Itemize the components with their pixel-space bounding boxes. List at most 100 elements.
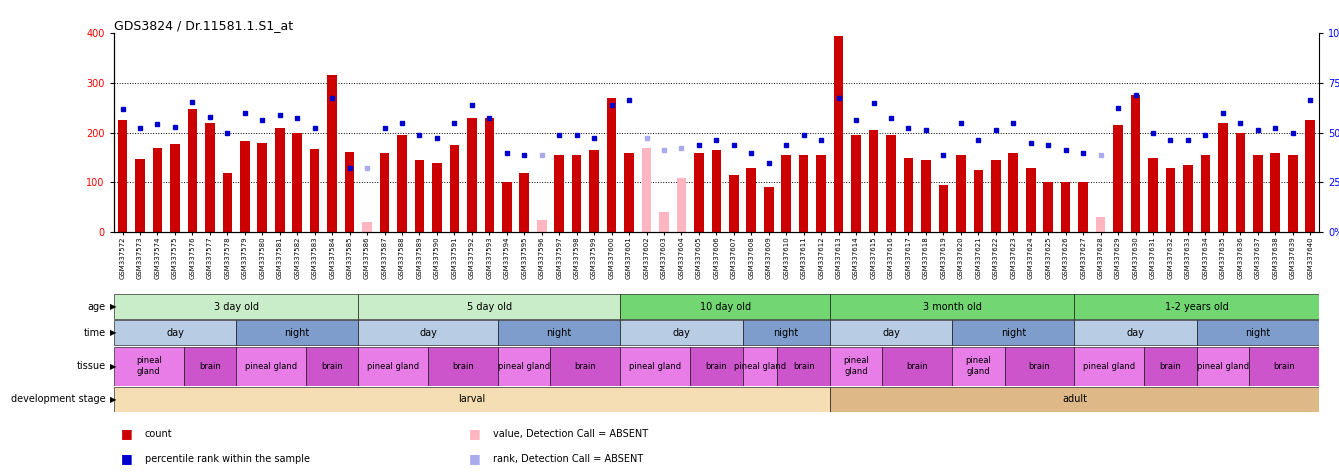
Bar: [240, 141, 249, 232]
Bar: [778, 347, 830, 385]
Bar: [834, 36, 844, 232]
Bar: [1201, 155, 1210, 232]
Bar: [1145, 347, 1197, 385]
Text: rank, Detection Call = ABSENT: rank, Detection Call = ABSENT: [493, 454, 643, 464]
Bar: [537, 220, 546, 232]
Text: brain: brain: [1160, 362, 1181, 371]
Bar: [694, 153, 704, 232]
Bar: [589, 150, 599, 232]
Bar: [711, 150, 722, 232]
Bar: [952, 320, 1074, 346]
Bar: [467, 118, 477, 232]
Text: pineal
gland: pineal gland: [965, 356, 991, 376]
Bar: [415, 160, 424, 232]
Bar: [620, 320, 743, 346]
Bar: [359, 320, 498, 346]
Bar: [502, 182, 511, 232]
Bar: [1074, 320, 1197, 346]
Bar: [1271, 153, 1280, 232]
Text: pineal
gland: pineal gland: [844, 356, 869, 376]
Bar: [428, 347, 498, 385]
Bar: [114, 294, 359, 319]
Text: 1-2 years old: 1-2 years old: [1165, 302, 1229, 312]
Text: brain: brain: [200, 362, 221, 371]
Bar: [1074, 294, 1319, 319]
Text: day: day: [166, 328, 183, 338]
Bar: [1074, 347, 1145, 385]
Text: brain: brain: [1028, 362, 1050, 371]
Bar: [852, 135, 861, 232]
Bar: [498, 320, 620, 346]
Bar: [398, 135, 407, 232]
Text: value, Detection Call = ABSENT: value, Detection Call = ABSENT: [493, 429, 648, 439]
Text: brain: brain: [321, 362, 343, 371]
Bar: [1253, 155, 1263, 232]
Bar: [170, 144, 179, 232]
Bar: [921, 160, 931, 232]
Bar: [114, 320, 236, 346]
Text: night: night: [285, 328, 309, 338]
Bar: [183, 347, 236, 385]
Bar: [1078, 182, 1089, 232]
Text: 3 month old: 3 month old: [923, 302, 981, 312]
Bar: [620, 294, 830, 319]
Text: pineal gland: pineal gland: [245, 362, 297, 371]
Bar: [799, 155, 809, 232]
Bar: [830, 347, 882, 385]
Text: day: day: [1126, 328, 1145, 338]
Text: brain: brain: [706, 362, 727, 371]
Bar: [309, 149, 320, 232]
Bar: [939, 185, 948, 232]
Text: ▶: ▶: [110, 302, 116, 311]
Bar: [1026, 168, 1035, 232]
Bar: [676, 178, 687, 232]
Bar: [1130, 95, 1141, 232]
Bar: [817, 155, 826, 232]
Text: brain: brain: [574, 362, 596, 371]
Text: brain: brain: [453, 362, 474, 371]
Bar: [641, 148, 651, 232]
Bar: [973, 170, 983, 232]
Text: 3 day old: 3 day old: [214, 302, 258, 312]
Bar: [952, 347, 1004, 385]
Bar: [782, 155, 791, 232]
Bar: [485, 118, 494, 232]
Bar: [205, 123, 214, 232]
Text: brain: brain: [793, 362, 814, 371]
Bar: [118, 120, 127, 232]
Text: count: count: [145, 429, 173, 439]
Bar: [747, 168, 757, 232]
Bar: [620, 347, 690, 385]
Bar: [765, 188, 774, 232]
Bar: [114, 347, 183, 385]
Bar: [520, 173, 529, 232]
Bar: [222, 173, 232, 232]
Bar: [345, 152, 355, 232]
Bar: [1197, 320, 1319, 346]
Bar: [327, 75, 337, 232]
Bar: [830, 294, 1074, 319]
Bar: [607, 98, 616, 232]
Text: pineal gland: pineal gland: [1197, 362, 1249, 371]
Bar: [991, 160, 1000, 232]
Bar: [550, 347, 620, 385]
Text: development stage: development stage: [11, 394, 106, 404]
Text: ■: ■: [121, 452, 133, 465]
Bar: [830, 387, 1319, 412]
Text: pineal gland: pineal gland: [1083, 362, 1135, 371]
Bar: [187, 109, 197, 232]
Text: GDS3824 / Dr.11581.1.S1_at: GDS3824 / Dr.11581.1.S1_at: [114, 19, 293, 32]
Bar: [830, 320, 952, 346]
Text: night: night: [1000, 328, 1026, 338]
Text: larval: larval: [458, 394, 486, 404]
Bar: [153, 148, 162, 232]
Bar: [1113, 125, 1123, 232]
Bar: [728, 175, 739, 232]
Text: night: night: [1245, 328, 1271, 338]
Bar: [1008, 153, 1018, 232]
Text: ▶: ▶: [110, 328, 116, 337]
Bar: [432, 163, 442, 232]
Bar: [292, 133, 303, 232]
Bar: [450, 145, 459, 232]
Text: 5 day old: 5 day old: [467, 302, 511, 312]
